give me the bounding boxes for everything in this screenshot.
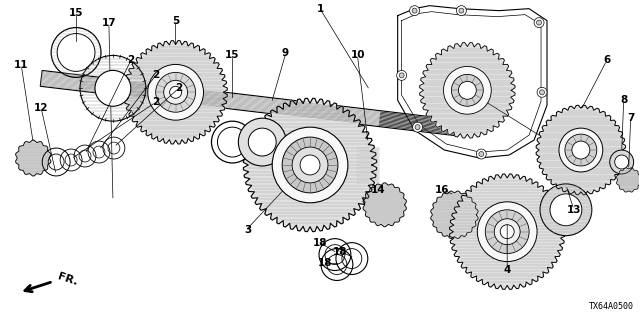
Text: 14: 14	[371, 185, 385, 195]
Circle shape	[292, 147, 328, 183]
Polygon shape	[431, 191, 478, 238]
Circle shape	[536, 20, 541, 25]
Text: 2: 2	[127, 55, 134, 65]
Polygon shape	[124, 41, 227, 144]
Circle shape	[399, 73, 404, 78]
Text: 12: 12	[34, 103, 49, 113]
Text: 15: 15	[69, 8, 83, 18]
Text: 2: 2	[175, 83, 182, 93]
Circle shape	[559, 128, 603, 172]
Circle shape	[537, 87, 547, 97]
Circle shape	[534, 18, 544, 28]
Polygon shape	[15, 140, 51, 176]
Text: 18: 18	[313, 238, 327, 248]
Text: TX64A0500: TX64A0500	[589, 302, 634, 311]
Circle shape	[540, 184, 592, 236]
Circle shape	[540, 90, 545, 95]
Circle shape	[479, 152, 484, 156]
Circle shape	[300, 155, 320, 175]
Text: 11: 11	[14, 60, 29, 70]
Circle shape	[500, 225, 514, 239]
Polygon shape	[449, 174, 565, 289]
Polygon shape	[243, 98, 377, 232]
Text: 10: 10	[351, 51, 365, 60]
Circle shape	[148, 64, 204, 120]
Circle shape	[451, 74, 483, 106]
Text: 9: 9	[282, 48, 289, 59]
Text: 16: 16	[435, 185, 450, 195]
Polygon shape	[616, 168, 640, 192]
Circle shape	[610, 150, 634, 174]
Circle shape	[476, 149, 486, 159]
Text: 2: 2	[152, 97, 159, 107]
Text: 17: 17	[102, 18, 116, 28]
Text: 4: 4	[504, 265, 511, 275]
Polygon shape	[358, 148, 378, 182]
Text: 18: 18	[317, 258, 332, 268]
Text: 8: 8	[620, 95, 627, 105]
Polygon shape	[40, 70, 460, 136]
Text: 5: 5	[172, 16, 179, 26]
Circle shape	[456, 6, 467, 16]
Polygon shape	[420, 43, 515, 138]
Text: 3: 3	[244, 225, 252, 235]
Circle shape	[272, 127, 348, 203]
Circle shape	[494, 219, 520, 244]
Text: 15: 15	[225, 51, 239, 60]
Circle shape	[282, 137, 338, 193]
Circle shape	[444, 67, 492, 114]
Circle shape	[412, 8, 417, 13]
Text: 1: 1	[316, 4, 324, 14]
Circle shape	[415, 125, 420, 130]
Circle shape	[156, 72, 196, 112]
Text: 18: 18	[333, 247, 347, 257]
Circle shape	[614, 155, 628, 169]
Circle shape	[485, 210, 529, 253]
Circle shape	[164, 80, 188, 104]
Circle shape	[572, 141, 590, 159]
Circle shape	[458, 81, 476, 99]
Circle shape	[413, 122, 422, 132]
Circle shape	[95, 70, 131, 106]
Circle shape	[248, 128, 276, 156]
Text: 13: 13	[566, 205, 581, 215]
Circle shape	[477, 202, 537, 261]
Text: 6: 6	[603, 55, 611, 65]
Circle shape	[397, 70, 406, 80]
Text: FR.: FR.	[56, 272, 79, 287]
Circle shape	[459, 8, 464, 13]
Polygon shape	[536, 105, 625, 195]
Circle shape	[565, 134, 596, 166]
Circle shape	[410, 6, 420, 16]
Circle shape	[550, 194, 582, 226]
Circle shape	[238, 118, 286, 166]
Circle shape	[170, 86, 182, 98]
Text: 7: 7	[627, 113, 634, 123]
Text: 2: 2	[152, 70, 159, 80]
Polygon shape	[363, 183, 406, 227]
